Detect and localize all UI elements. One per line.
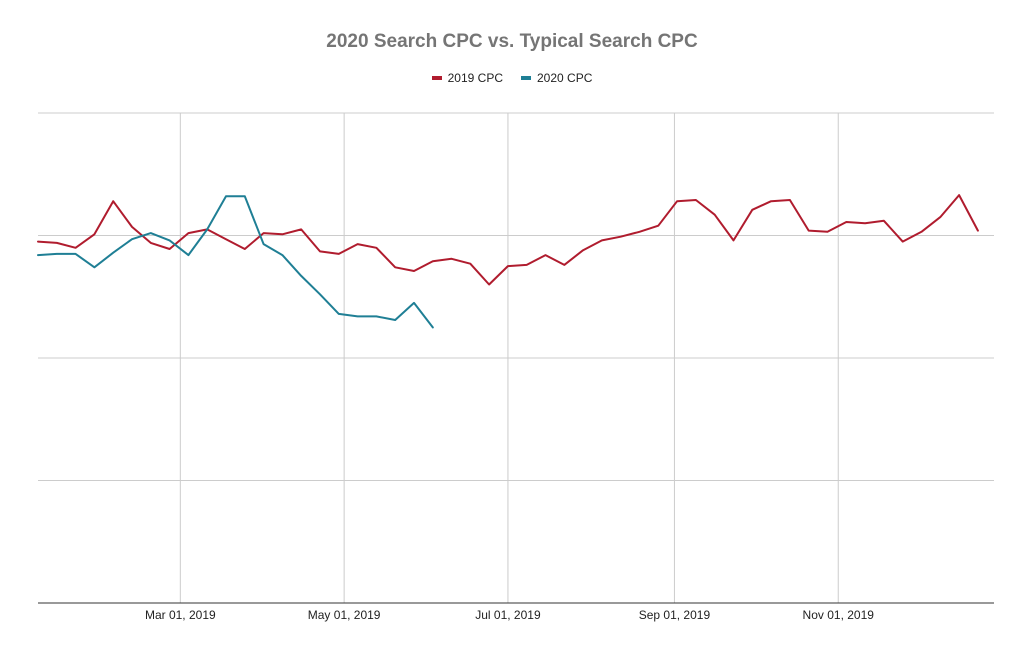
chart-legend: 2019 CPC 2020 CPC — [0, 71, 1024, 85]
legend-label-2019: 2019 CPC — [447, 71, 503, 85]
chart-title: 2020 Search CPC vs. Typical Search CPC — [326, 31, 698, 52]
legend-item-2020[interactable]: 2020 CPC — [521, 71, 592, 85]
series-line-2020 — [37, 195, 434, 329]
x-tick-label: Sep 01, 2019 — [639, 608, 711, 622]
x-tick-label: Mar 01, 2019 — [145, 608, 216, 622]
x-tick-label: Jul 01, 2019 — [475, 608, 541, 622]
legend-label-2020: 2020 CPC — [537, 71, 593, 85]
legend-swatch-2020 — [521, 76, 531, 80]
legend-swatch-2019 — [431, 76, 442, 80]
x-tick-label: Nov 01, 2019 — [803, 608, 875, 622]
legend-item-2019[interactable]: 2019 CPC — [431, 71, 503, 85]
x-tick-label: May 01, 2019 — [308, 608, 381, 622]
series-line-2019 — [37, 194, 979, 286]
